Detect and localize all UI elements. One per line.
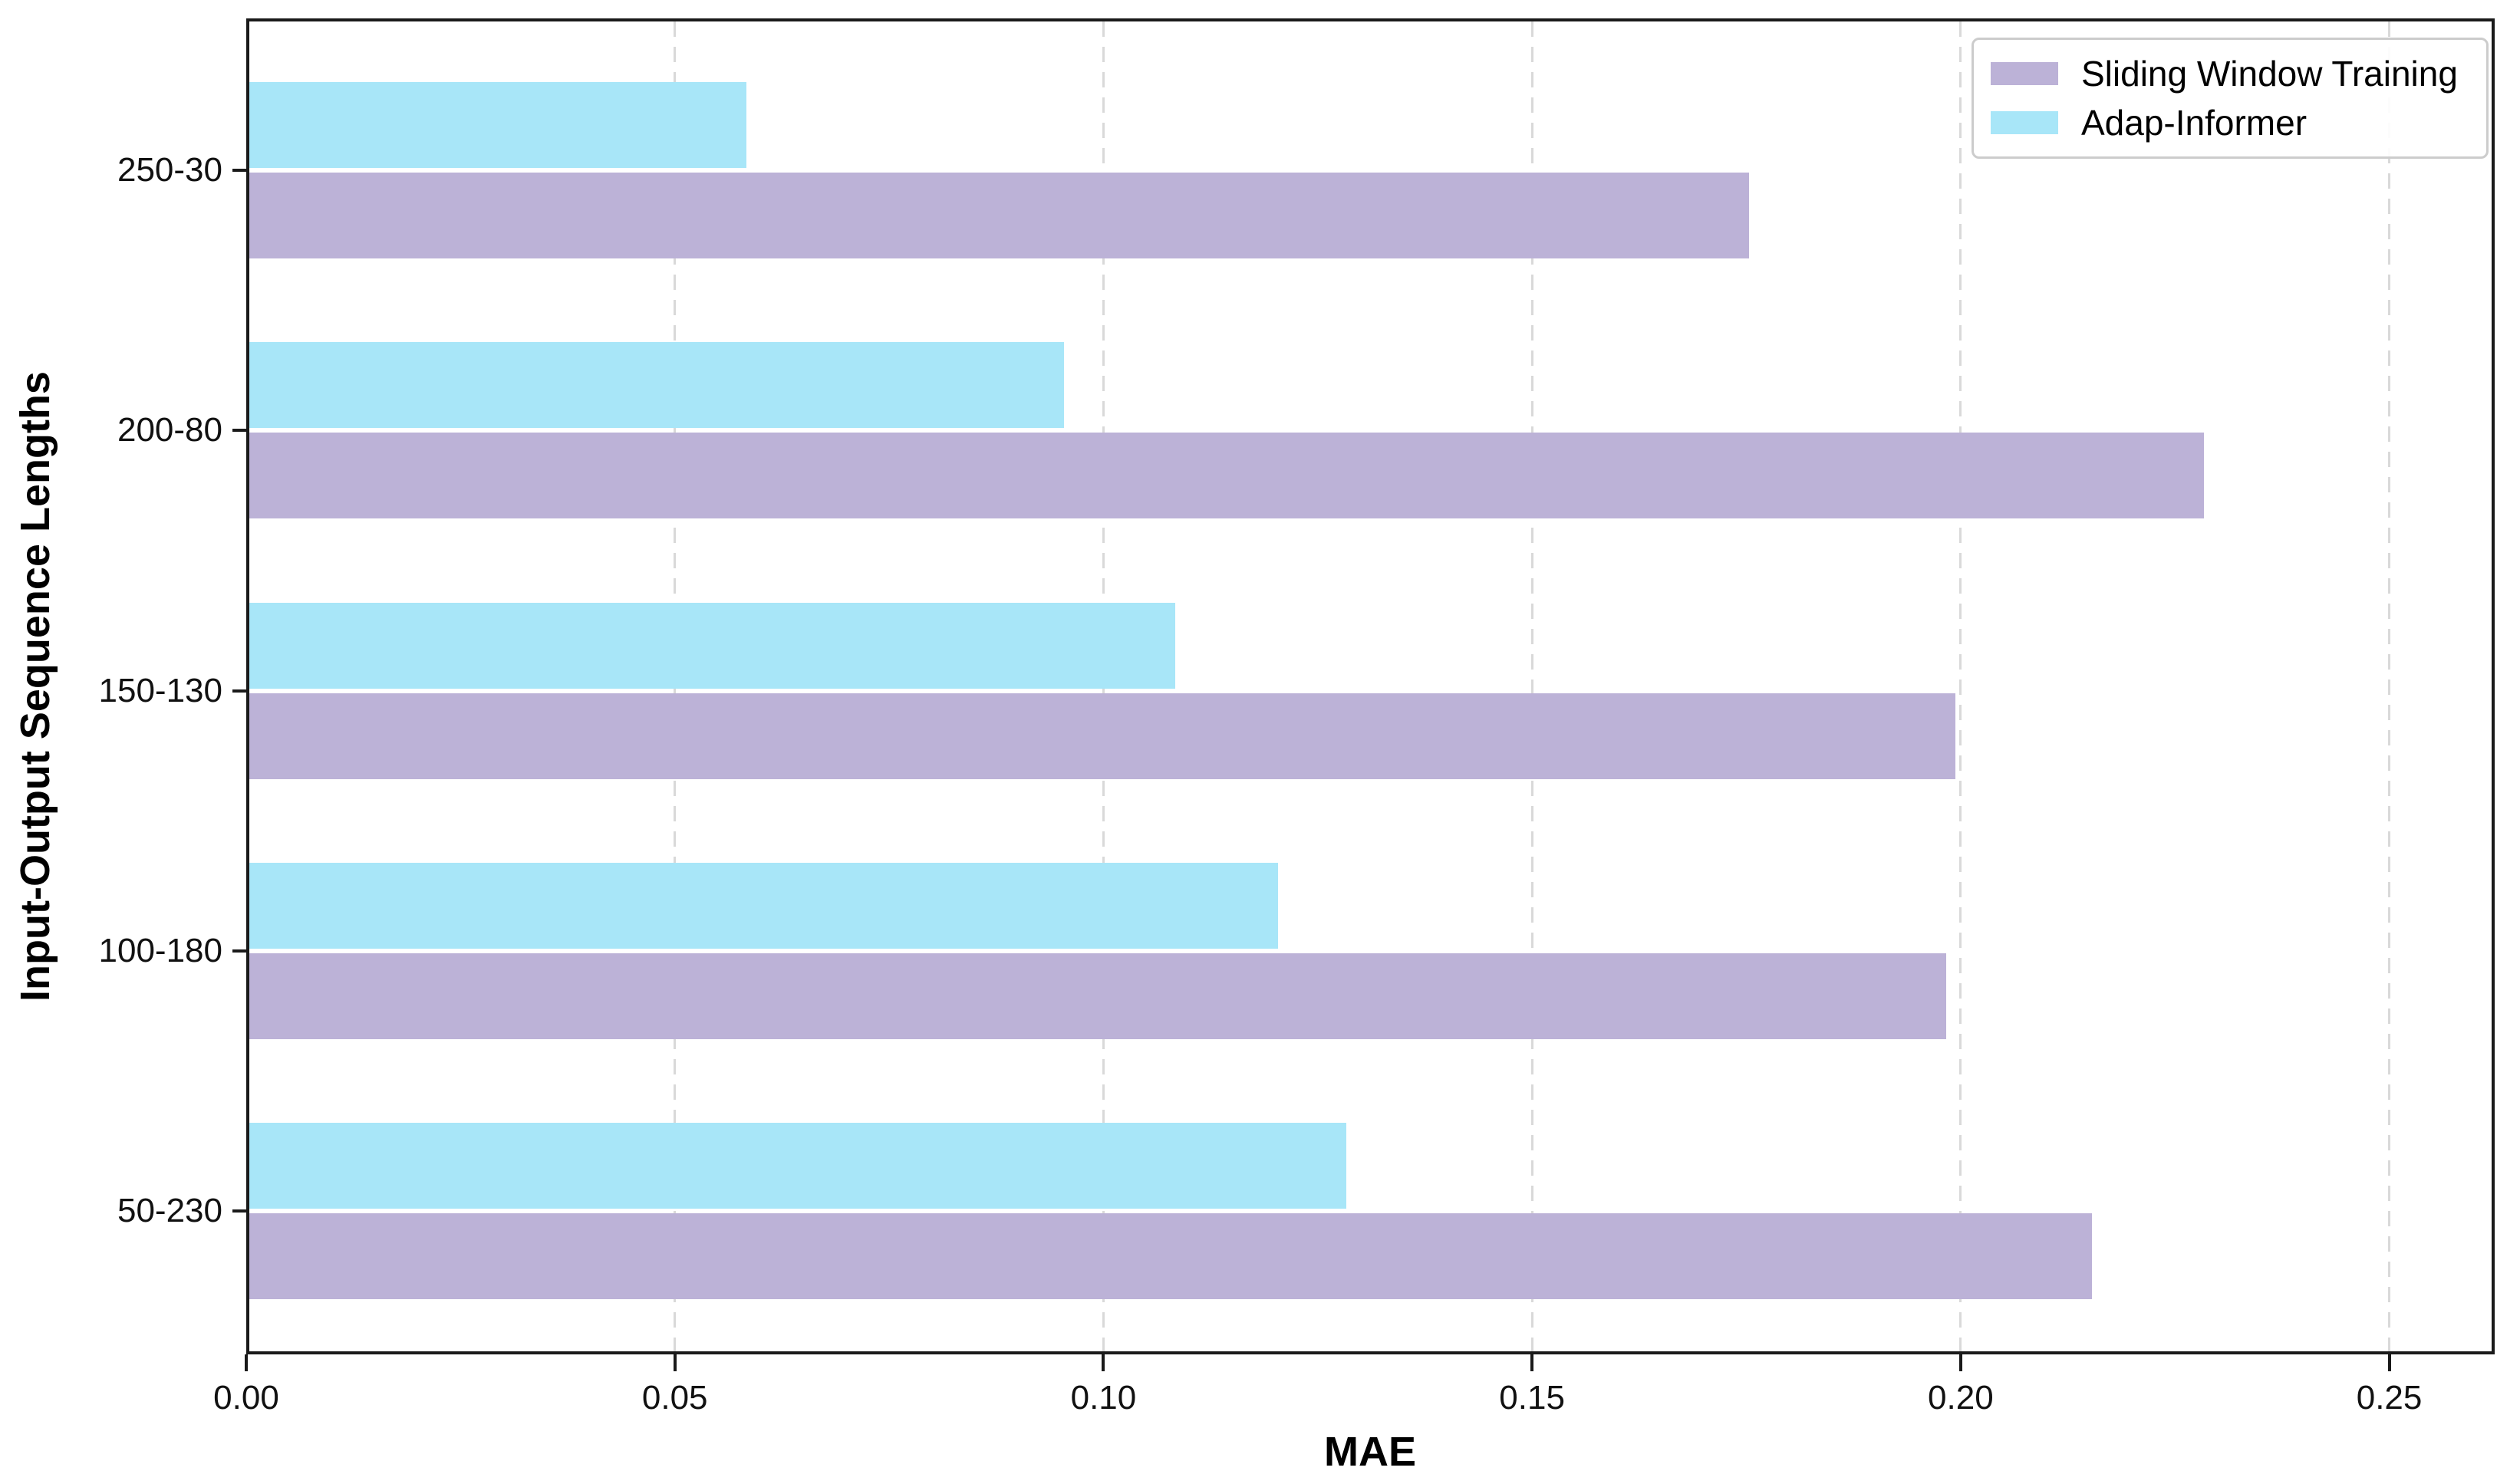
x-tick [245,1354,248,1371]
legend: Sliding Window Training Adap-Informer [1972,38,2489,159]
x-tick [1958,1354,1962,1371]
bar-adap-informer-100-180 [249,862,1278,949]
x-tick [1102,1354,1105,1371]
x-tick [2387,1354,2391,1371]
bar-sliding-window-training-200-80 [249,433,2204,519]
y-tick-label: 100-180 [98,931,222,969]
bar-adap-informer-50-230 [249,1123,1347,1209]
gridline [1959,21,1962,1351]
y-tick-label: 150-130 [98,671,222,709]
gridline [2388,21,2391,1351]
y-tick [232,689,246,693]
x-tick-label: 0.10 [1070,1379,1137,1417]
y-tick-label: 50-230 [117,1192,222,1229]
y-tick-label: 200-80 [117,411,222,449]
x-tick-label: 0.15 [1499,1379,1565,1417]
x-tick [673,1354,677,1371]
x-tick-label: 0.25 [2356,1379,2423,1417]
legend-label: Adap-Informer [2081,103,2308,143]
bar-sliding-window-training-150-130 [249,693,1955,779]
plot-area [246,18,2495,1354]
x-tick-label: 0.05 [641,1379,708,1417]
y-tick [232,949,246,953]
gridline [1530,21,1533,1351]
y-tick [232,169,246,172]
x-tick [1530,1354,1534,1371]
legend-swatch-sliding-window-training [1991,62,2058,85]
y-axis-label: Input-Output Sequence Lengths [12,371,58,1002]
x-axis-label: MAE [1324,1429,1416,1475]
bar-sliding-window-training-250-30 [249,173,1750,258]
bar-adap-informer-150-130 [249,602,1175,689]
bar-adap-informer-250-30 [249,82,747,168]
y-tick [232,1209,246,1213]
bar-adap-informer-200-80 [249,342,1064,429]
y-tick-label: 250-30 [117,151,222,189]
legend-label: Sliding Window Training [2081,54,2458,94]
bar-sliding-window-training-50-230 [249,1213,2093,1299]
legend-swatch-adap-informer [1991,111,2058,134]
bar-sliding-window-training-100-180 [249,953,1947,1039]
legend-item: Sliding Window Training [1991,54,2468,94]
x-tick-label: 0.20 [1928,1379,1994,1417]
legend-item: Adap-Informer [1991,103,2468,143]
x-tick-label: 0.00 [213,1379,279,1417]
y-tick [232,429,246,433]
